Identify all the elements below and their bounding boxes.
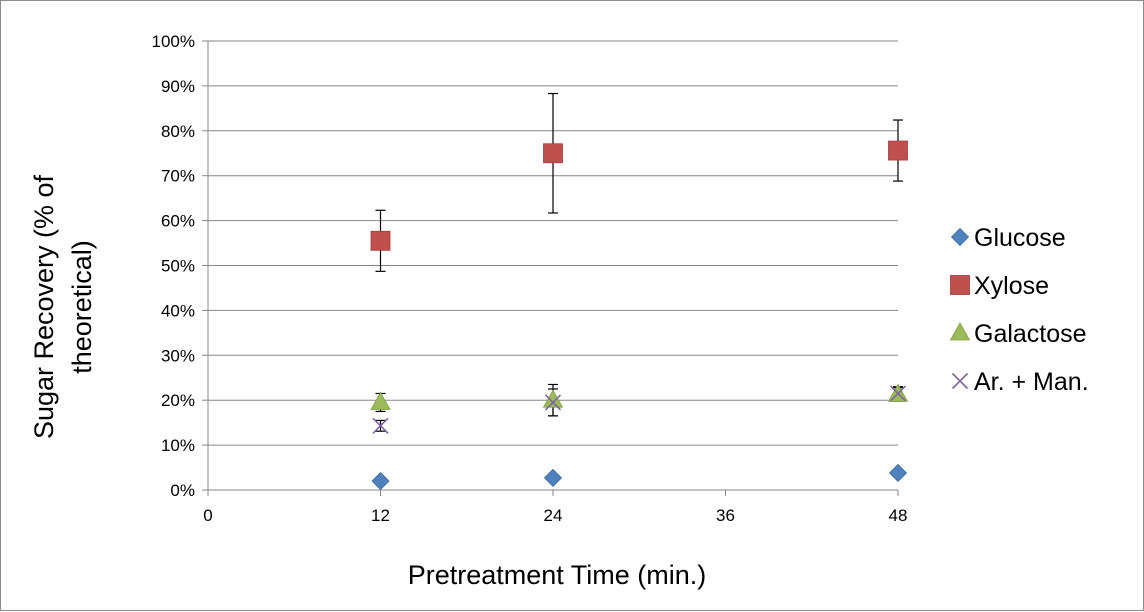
- x-axis-title: Pretreatment Time (min.): [408, 560, 707, 590]
- xylose-point: [370, 230, 391, 251]
- legend-label-xylose: Xylose: [974, 272, 1049, 300]
- y-axis-title-line-1: Sugar Recovery (% of: [29, 174, 59, 439]
- glucose-point: [371, 471, 390, 491]
- error-bar-layer: [375, 92, 903, 432]
- x-tick-label: 0: [203, 506, 212, 525]
- label-layer: Pretreatment Time (min.) Sugar Recovery …: [29, 174, 706, 590]
- y-axis-title-line-2: theoretical): [67, 240, 97, 374]
- y-tick-label: 0%: [170, 481, 195, 500]
- y-tick-label: 80%: [161, 122, 195, 141]
- legend-label-galactose: Galactose: [974, 320, 1087, 348]
- y-tick-label: 30%: [161, 346, 195, 365]
- x-tick-label: 24: [544, 506, 563, 525]
- grid-layer: [208, 40, 898, 446]
- ar-man-point: [889, 385, 907, 402]
- legend-marker-ar-man: [951, 372, 969, 390]
- y-tick-label: 20%: [161, 391, 195, 410]
- legend-item-galactose: Galactose: [949, 320, 1087, 348]
- xylose-point: [888, 140, 908, 161]
- legend-label-glucose: Glucose: [974, 224, 1066, 252]
- ar-man-point: [544, 394, 562, 411]
- axis-layer: 0% 10% 20% 30% 40% 50% 60% 70% 80% 90% 100% 0 12 24 36…: [152, 32, 908, 525]
- y-tick-label: 100%: [152, 32, 195, 51]
- y-tick-label: 40%: [161, 301, 195, 320]
- x-tick-label: 48: [889, 506, 908, 525]
- galactose-point: [370, 391, 391, 410]
- xylose-point: [543, 143, 563, 164]
- y-tick-label: 70%: [161, 167, 195, 186]
- galactose-point: [542, 389, 564, 408]
- legend-label-ar-man: Ar. + Man.: [974, 368, 1089, 396]
- y-tick-label: 60%: [161, 212, 195, 231]
- y-tick-label: 50%: [161, 257, 195, 276]
- glucose-point: [543, 468, 563, 487]
- legend-item-ar-man: Ar. + Man.: [951, 368, 1089, 396]
- y-tick-label: 90%: [161, 77, 195, 96]
- legend-marker-glucose: [950, 227, 970, 247]
- x-tick-label: 12: [371, 506, 390, 525]
- legend-item-xylose: Xylose: [950, 272, 1049, 300]
- legend-marker-xylose: [950, 275, 970, 295]
- ar-man-point: [372, 417, 389, 434]
- y-tick-label: 10%: [161, 436, 195, 455]
- legend-item-glucose: Glucose: [950, 224, 1066, 252]
- marker-layer: [370, 140, 909, 491]
- x-tick-label: 36: [716, 506, 735, 525]
- legend: Glucose Xylose Galactose Ar. + Man.: [949, 224, 1089, 396]
- glucose-point: [888, 463, 908, 483]
- legend-marker-galactose: [949, 322, 971, 341]
